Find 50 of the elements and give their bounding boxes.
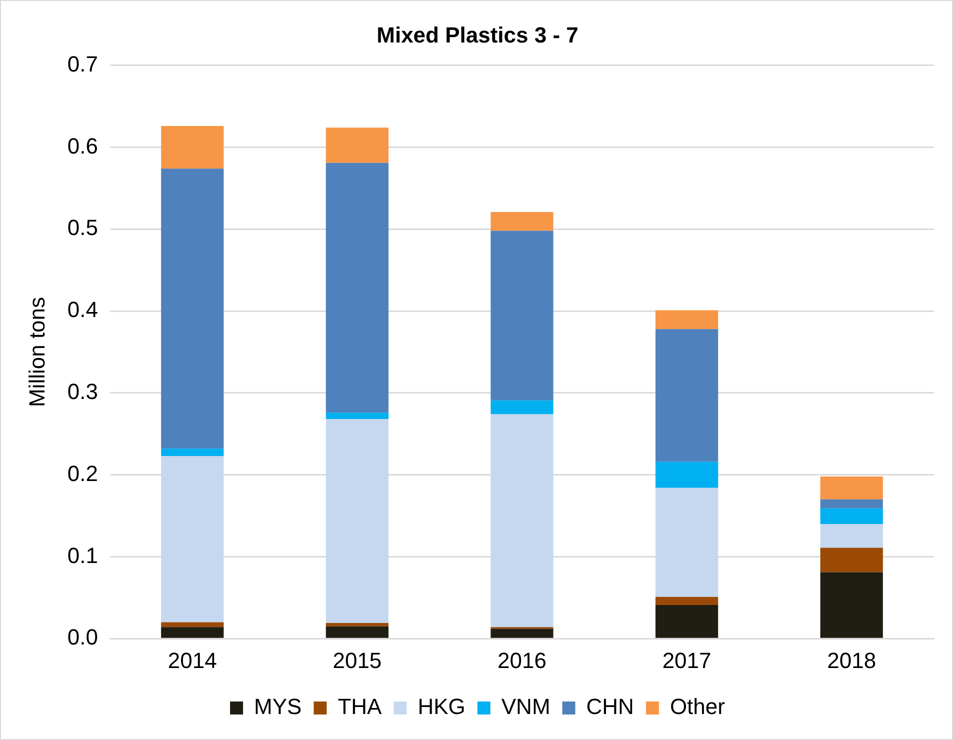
bar (326, 623, 388, 626)
bar (161, 448, 224, 456)
bar (326, 419, 388, 624)
bar (820, 572, 883, 638)
bar (326, 128, 388, 163)
x-tick-label: 2018 (827, 648, 876, 673)
legend-label: CHN (586, 694, 634, 720)
bar (820, 476, 883, 500)
y-tick-label: 0.6 (67, 133, 98, 158)
bar (820, 508, 883, 524)
bar (161, 168, 224, 449)
bar (490, 400, 554, 414)
bar (655, 329, 718, 462)
y-tick-label: 0.1 (67, 542, 98, 568)
chart-title: Mixed Plastics 3 - 7 (376, 22, 578, 48)
x-tick-label: 2014 (168, 648, 217, 673)
bar (655, 605, 718, 638)
legend-label: VNM (501, 694, 550, 720)
y-tick-label: 0.5 (67, 215, 98, 240)
y-tick-label: 0.0 (67, 624, 98, 650)
x-tick-label: 2016 (498, 648, 546, 673)
y-tick-label: 0.3 (67, 379, 98, 404)
bar (490, 212, 554, 231)
bar (655, 310, 718, 330)
y-tick-label: 0.4 (67, 297, 98, 322)
bar (161, 126, 224, 169)
x-tick-label: 2015 (332, 648, 382, 673)
legend-label: Other (670, 694, 725, 720)
bar (655, 596, 718, 606)
legend-label: THA (338, 694, 382, 720)
x-tick-label: 2017 (662, 648, 712, 673)
bar (161, 456, 224, 622)
bar (490, 628, 554, 638)
bar (326, 626, 388, 638)
bar (490, 230, 554, 400)
bar (161, 627, 224, 638)
bar (490, 414, 554, 628)
bar (655, 462, 718, 488)
bar (820, 524, 883, 548)
legend-label: MYS (254, 694, 302, 720)
bar (161, 622, 224, 628)
y-axis-title: Million tons (24, 296, 50, 408)
bar (326, 412, 388, 420)
bar (655, 488, 718, 597)
bar (326, 162, 388, 413)
bar (820, 499, 883, 508)
legend-label: HKG (418, 694, 466, 720)
y-tick-label: 0.2 (67, 460, 98, 486)
y-tick-label: 0.7 (67, 51, 98, 76)
bar (820, 548, 883, 572)
